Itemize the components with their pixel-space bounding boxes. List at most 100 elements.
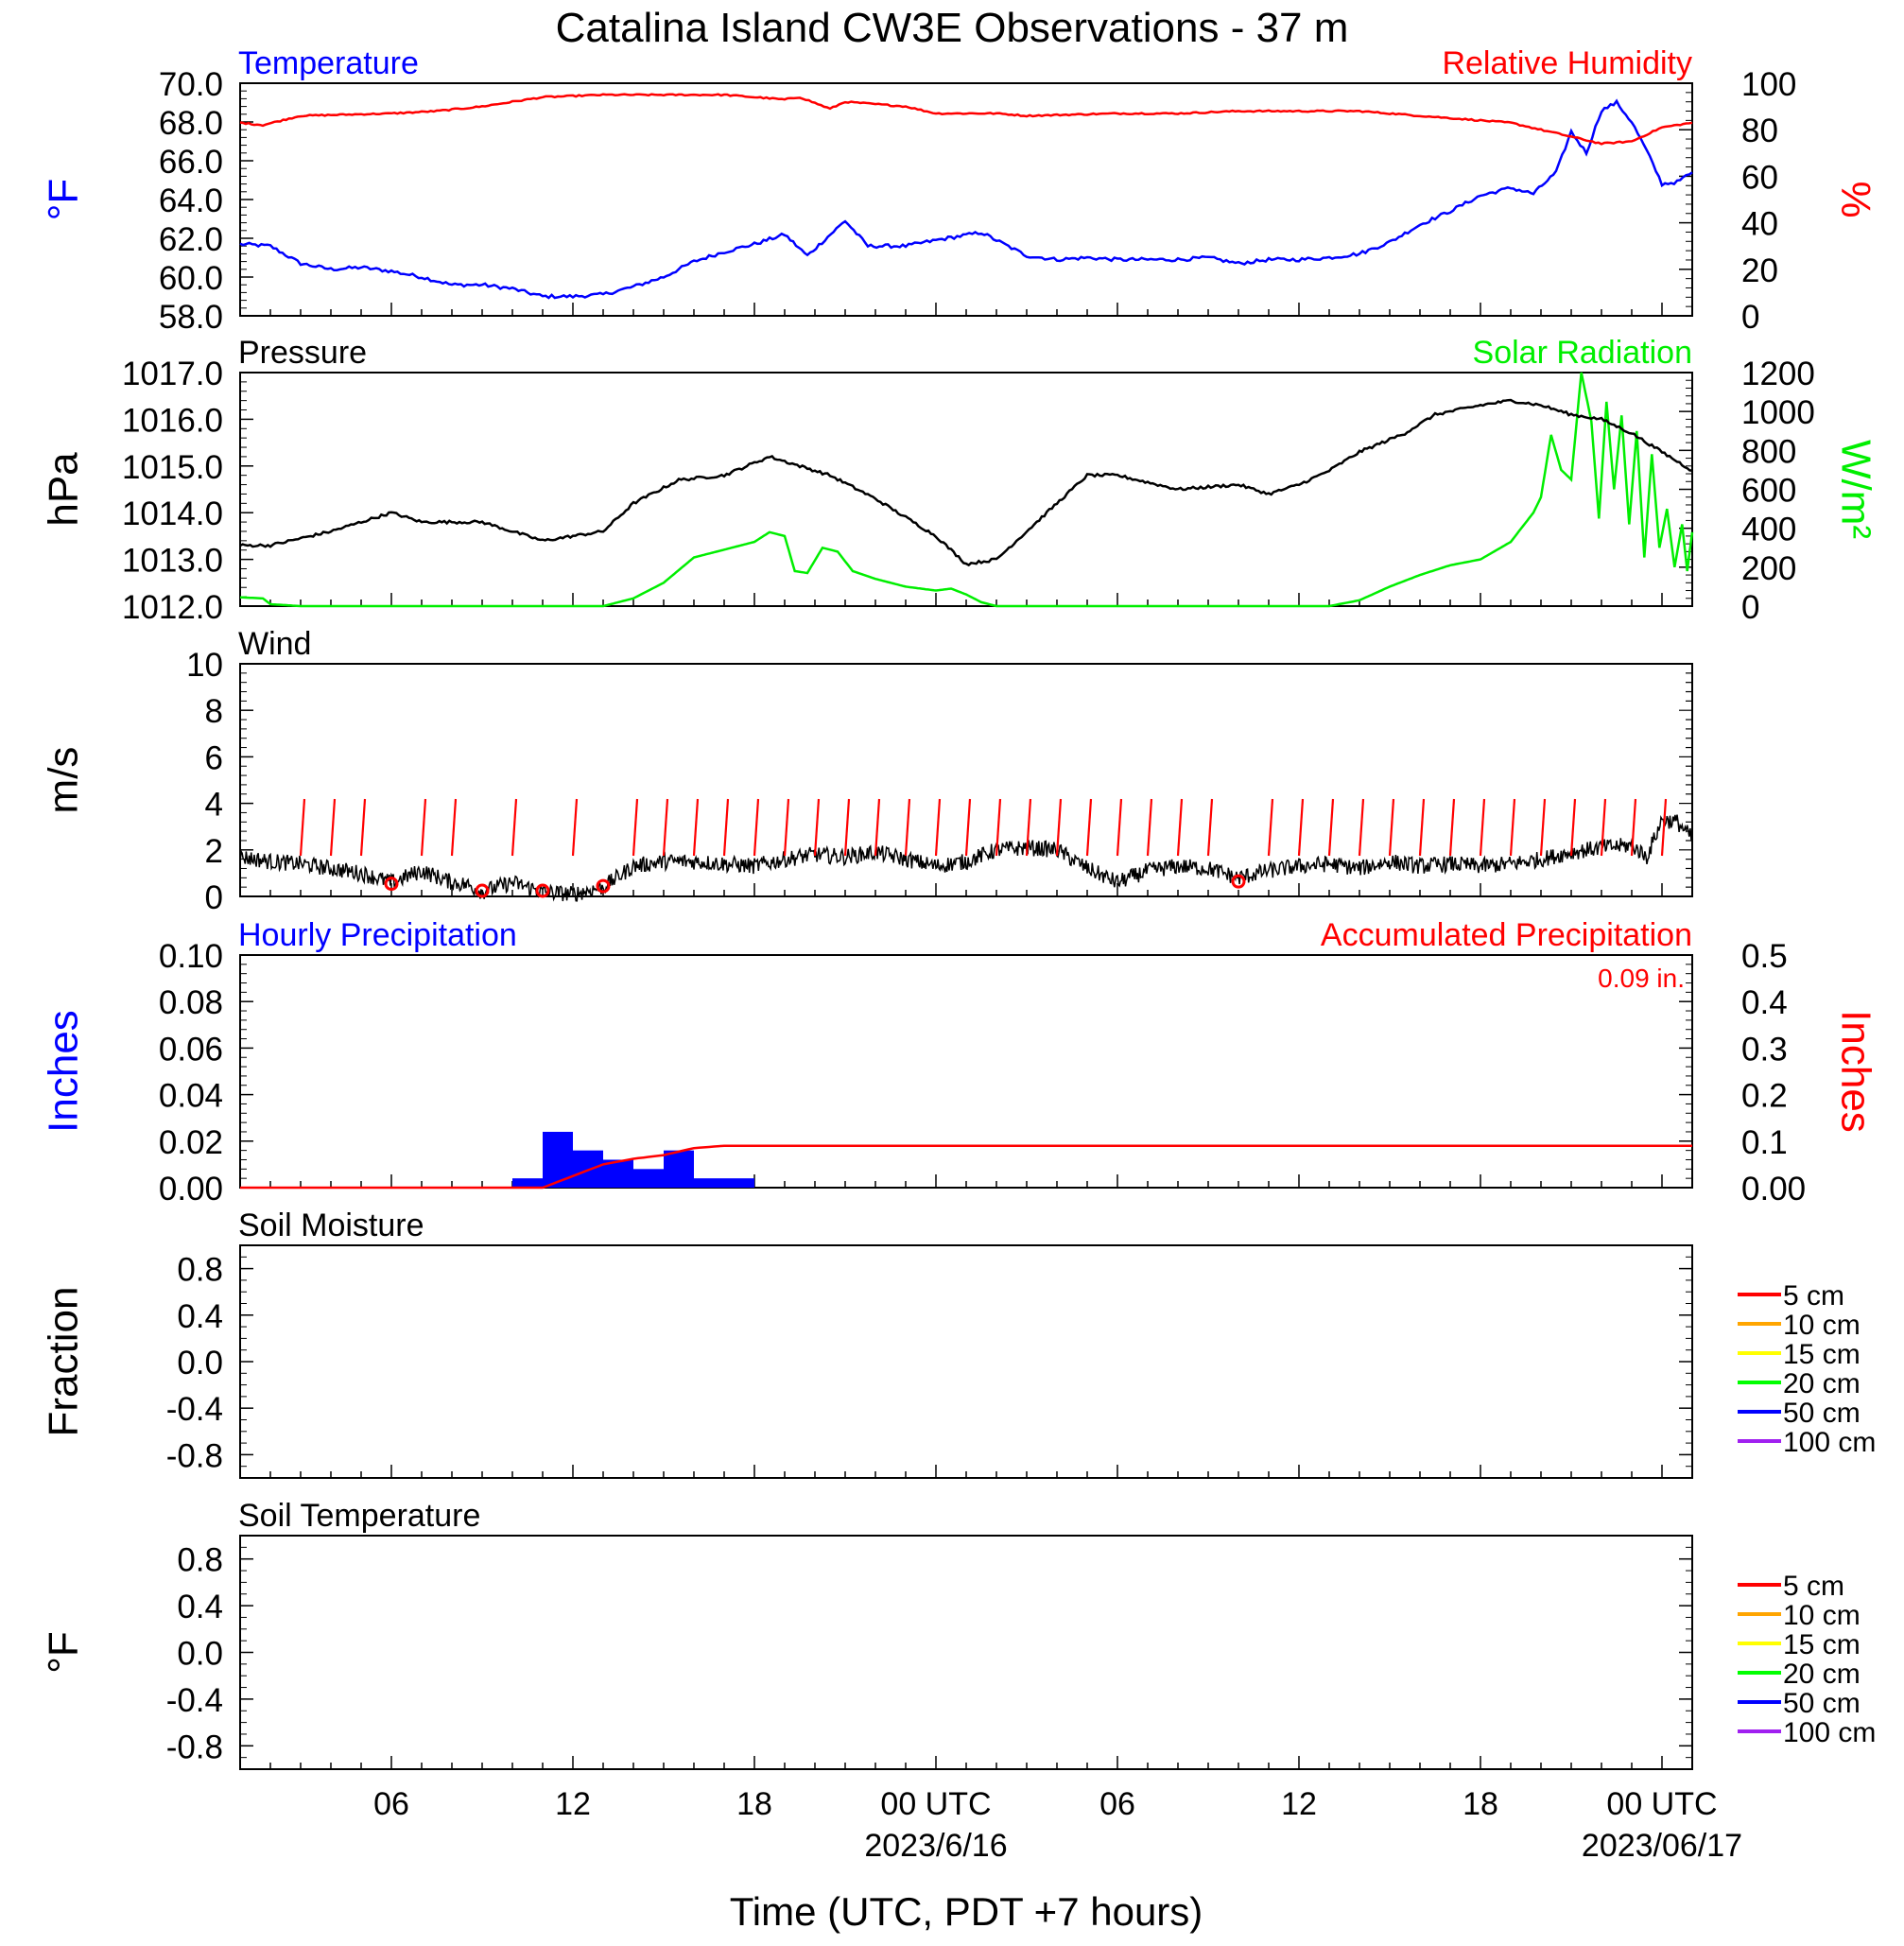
temp-panel-right-tick-label: 80: [1741, 113, 1778, 149]
wind-panel-left-tick-label: 6: [205, 739, 223, 776]
wind-barb: [632, 798, 639, 857]
wind-barb: [299, 798, 306, 857]
temperature-line: [239, 98, 1693, 300]
hourly-precip-bar: [633, 1169, 664, 1188]
soil-temperature-unit: °F: [41, 1631, 87, 1673]
time-tick-label: 00 UTC: [880, 1786, 991, 1822]
pressure-panel-left-tick-label: 1016.0: [122, 402, 223, 439]
wind-barb: [1600, 798, 1607, 857]
time-tick-label: 00 UTC: [1606, 1786, 1717, 1822]
pressure-panel-right-tick-label: 1200: [1741, 356, 1815, 392]
time-tick-label: 12: [555, 1786, 591, 1822]
wind-barb: [1569, 798, 1577, 857]
soil-temperature-tick-label: 0.8: [177, 1542, 223, 1579]
wind-barb: [1085, 798, 1093, 857]
time-tick-label: 18: [1463, 1786, 1498, 1822]
precip-panel-left-tick-label: 0.00: [159, 1171, 223, 1208]
calm-wind-marker: [475, 883, 490, 898]
time-tick-label: 18: [736, 1786, 772, 1822]
time-date-label: 2023/06/17: [1582, 1828, 1742, 1864]
wind-barb: [1479, 798, 1486, 857]
precip-panel-left-tick-label: 0.06: [159, 1031, 223, 1068]
soil-temperature-tick-label: -0.8: [166, 1729, 223, 1765]
wind-panel-left-tick-label: 8: [205, 693, 223, 730]
soil-temperature-title: Soil Temperature: [238, 1498, 480, 1534]
wind-barb: [1388, 798, 1395, 857]
calm-wind-marker: [384, 877, 399, 892]
pressure-panel-right-tick-label: 400: [1741, 512, 1796, 548]
temp-panel-left-tick-label: 62.0: [159, 221, 223, 258]
temp-panel-left-tick-label: 60.0: [159, 260, 223, 297]
wind-barb: [359, 798, 367, 857]
wind-barb: [904, 798, 911, 857]
wind-barb: [571, 798, 579, 857]
time-tick-label: 12: [1281, 1786, 1317, 1822]
wind-barb: [1297, 798, 1305, 857]
wind-barb: [964, 798, 972, 857]
soil-temperature-legend-label: 100 cm: [1783, 1717, 1876, 1748]
precip-panel-right-tick-label: 0.00: [1741, 1171, 1806, 1208]
pressure-panel-right-tick-label: 0: [1741, 589, 1759, 626]
pressure-panel-right-tick-label: 200: [1741, 550, 1796, 587]
accum-precip-unit: Inches: [1832, 1010, 1878, 1133]
soil-moisture-legend-label: 100 cm: [1783, 1427, 1876, 1458]
soil-temperature-tick-label: 0.0: [177, 1636, 223, 1673]
wind-barb: [1116, 798, 1123, 857]
soil-temperature-legend-label: 20 cm: [1783, 1659, 1861, 1690]
solar-unit: W/m²: [1832, 440, 1878, 539]
temperature-unit: °F: [41, 179, 87, 220]
time-tick-label: 06: [373, 1786, 409, 1822]
wind-barb: [1055, 798, 1063, 857]
chart-title: Catalina Island CW3E Observations - 37 m: [556, 5, 1349, 51]
wind-barb: [1206, 798, 1214, 857]
pressure-panel-right-tick-label: 800: [1741, 433, 1796, 470]
wind-barb: [874, 798, 881, 857]
soil-moisture-tick-label: 0.8: [177, 1252, 223, 1289]
accum-precip-title: Accumulated Precipitation: [1321, 917, 1692, 953]
wind-barb: [934, 798, 942, 857]
precip-panel-right-tick-label: 0.2: [1741, 1078, 1788, 1115]
pressure-panel-left-tick-label: 1013.0: [122, 543, 223, 580]
wind-panel-left-tick-label: 2: [205, 833, 223, 870]
wind-barb: [450, 798, 458, 857]
soil-moisture-unit: Fraction: [41, 1287, 87, 1437]
temp-panel-right-tick-label: 100: [1741, 66, 1796, 103]
wind-barb: [692, 798, 700, 857]
wind-barb: [1176, 798, 1184, 857]
wind-speed-line: [239, 814, 1693, 902]
wind-barb: [1630, 798, 1637, 857]
wind-barb: [1146, 798, 1153, 857]
x-axis-label: Time (UTC, PDT +7 hours): [730, 1889, 1203, 1934]
soil-temperature-legend-label: 10 cm: [1783, 1600, 1861, 1631]
wind-barb: [783, 798, 790, 857]
pressure-panel-left-tick-label: 1015.0: [122, 449, 223, 486]
wind-barb: [662, 798, 669, 857]
calm-wind-marker: [596, 878, 611, 894]
precip-panel-left-tick-label: 0.10: [159, 938, 223, 975]
wind-barb: [843, 798, 851, 857]
hourly-precip-bar: [694, 1178, 724, 1188]
soil-moisture-tick-label: 0.4: [177, 1298, 223, 1335]
time-tick-label: 06: [1099, 1786, 1135, 1822]
humidity-title: Relative Humidity: [1442, 45, 1692, 81]
wind-barb: [420, 798, 427, 857]
hourly-precip-bar: [724, 1178, 754, 1188]
temp-panel-left-tick-label: 68.0: [159, 105, 223, 142]
precip-panel-right-tick-label: 0.4: [1741, 984, 1788, 1021]
accum-precip-total: 0.09 in.: [1598, 964, 1685, 993]
wind-barb: [511, 798, 518, 857]
precip-panel-right-tick-label: 0.5: [1741, 938, 1788, 975]
soil-temperature-legend-label: 50 cm: [1783, 1688, 1861, 1719]
humidity-unit: %: [1832, 181, 1878, 217]
calm-wind-marker: [535, 883, 550, 898]
precip-panel-right-tick-label: 0.3: [1741, 1031, 1788, 1068]
wind-barb: [1509, 798, 1516, 857]
soil-temperature-legend-label: 5 cm: [1783, 1571, 1844, 1602]
hourly-precip-unit: Inches: [41, 1010, 87, 1133]
wind-barb: [1327, 798, 1335, 857]
solar-radiation-line: [239, 372, 1694, 608]
time-date-label: 2023/6/16: [864, 1828, 1007, 1864]
pressure-panel-right-tick-label: 1000: [1741, 394, 1815, 431]
